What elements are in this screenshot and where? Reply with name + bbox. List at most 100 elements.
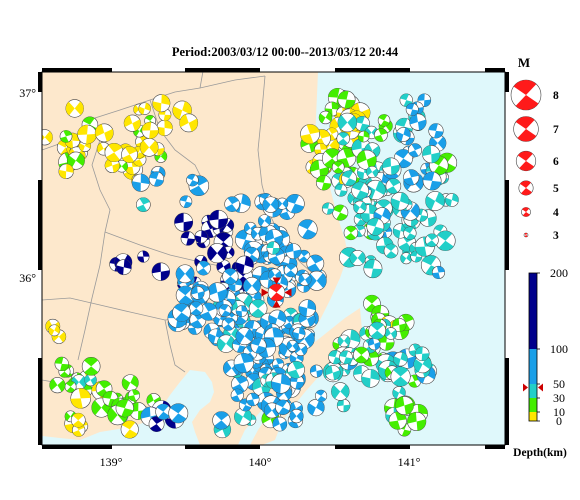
focal-mechanism-172 bbox=[343, 225, 359, 241]
focal-mechanism-173 bbox=[353, 200, 367, 214]
lon-label-141: 141° bbox=[398, 455, 421, 469]
focal-mechanism-326 bbox=[306, 254, 325, 273]
focal-mechanism-180 bbox=[400, 252, 413, 265]
focal-mechanism-125 bbox=[366, 165, 379, 179]
focal-mechanism-439 bbox=[287, 360, 305, 379]
focal-mechanism-47 bbox=[121, 146, 138, 163]
focal-mechanism-429 bbox=[309, 364, 323, 378]
magnitude-legend-ball-6 bbox=[515, 150, 537, 172]
focal-mechanism-190 bbox=[383, 243, 399, 259]
depth-marker-left bbox=[523, 383, 528, 392]
focal-mechanism-310 bbox=[248, 299, 268, 318]
focal-mechanism-389 bbox=[233, 352, 254, 374]
depth-band-2 bbox=[529, 384, 537, 398]
focal-mechanism-378 bbox=[286, 339, 299, 352]
focal-mechanism-20 bbox=[123, 114, 141, 132]
map-area bbox=[42, 72, 505, 445]
focal-mechanism-198 bbox=[444, 193, 459, 207]
focal-mechanism-201 bbox=[422, 171, 442, 191]
prefecture-border-2 bbox=[149, 99, 206, 186]
focal-mechanism-447 bbox=[212, 411, 231, 430]
magnitude-legend-label-3: 3 bbox=[553, 230, 559, 242]
focal-mechanism-192 bbox=[390, 191, 410, 211]
focal-mechanism-561 bbox=[168, 403, 189, 424]
focal-mechanism-layer bbox=[42, 87, 459, 439]
focal-mechanism-398 bbox=[207, 282, 228, 303]
depth-tick-200: 200 bbox=[550, 266, 568, 280]
focal-mechanism-35 bbox=[179, 113, 199, 133]
magnitude-legend-label-6: 6 bbox=[553, 156, 559, 168]
focal-mechanism-94 bbox=[334, 183, 348, 197]
focal-mechanism-139 bbox=[396, 127, 411, 142]
depth-tick-50: 50 bbox=[553, 377, 565, 391]
depth-band-1 bbox=[529, 398, 537, 412]
focal-mechanism-100 bbox=[337, 112, 358, 133]
focal-mechanism-494 bbox=[392, 386, 406, 400]
focal-mechanism-501 bbox=[353, 346, 370, 364]
focal-mechanism-413 bbox=[189, 301, 204, 316]
depth-band-3 bbox=[529, 349, 537, 384]
focal-mechanism-362 bbox=[285, 243, 302, 260]
focal-mechanism-178 bbox=[366, 217, 385, 236]
focal-mechanism-558 bbox=[148, 416, 165, 432]
focal-mechanism-11 bbox=[59, 130, 73, 143]
focal-mechanism-533 bbox=[81, 357, 101, 376]
focal-mechanism-41 bbox=[186, 173, 199, 187]
lon-label-140: 140° bbox=[249, 455, 272, 469]
prefecture-border-7 bbox=[164, 319, 186, 373]
focal-mechanism-260 bbox=[209, 209, 229, 229]
magnitude-legend-ball-8 bbox=[510, 79, 542, 111]
focal-mechanism-553 bbox=[70, 388, 91, 409]
focal-mechanism-564 bbox=[48, 324, 61, 337]
focal-mechanism-169 bbox=[385, 178, 402, 194]
depth-band-4 bbox=[529, 273, 537, 349]
focal-mechanism-505 bbox=[393, 351, 408, 367]
focal-mechanism-363 bbox=[266, 241, 280, 255]
lon-label-139: 139° bbox=[100, 455, 123, 469]
focal-mechanism-400 bbox=[218, 304, 232, 317]
magnitude-legend-label-5: 5 bbox=[553, 183, 559, 195]
map-frame-ticks bbox=[38, 68, 509, 449]
focal-mechanism-232 bbox=[224, 196, 240, 212]
focal-mechanism-136 bbox=[408, 143, 422, 158]
focal-mechanism-267 bbox=[151, 262, 170, 281]
prefecture-border-6 bbox=[77, 231, 106, 361]
focal-mechanism-448 bbox=[275, 399, 291, 415]
focal-mechanism-31 bbox=[156, 119, 173, 137]
focal-mechanism-316 bbox=[221, 317, 236, 331]
focal-mechanism-360 bbox=[292, 327, 306, 341]
depth-tick-30: 30 bbox=[553, 391, 565, 405]
magnitude-legend-ball-4 bbox=[521, 207, 531, 217]
focal-mechanism-124 bbox=[356, 149, 377, 170]
focal-mechanism-257 bbox=[194, 230, 208, 244]
depth-band-0 bbox=[529, 412, 537, 421]
focal-mechanism-414 bbox=[172, 303, 191, 322]
focal-mechanism-42 bbox=[179, 195, 193, 209]
focal-mechanism-353 bbox=[298, 273, 312, 286]
focal-mechanism-548 bbox=[127, 389, 141, 402]
focal-mechanism-225 bbox=[297, 219, 318, 240]
focal-mechanism-496 bbox=[361, 369, 380, 388]
focal-mechanism-174 bbox=[341, 170, 357, 187]
focal-mechanism-249 bbox=[174, 212, 194, 232]
focal-mechanism-81 bbox=[300, 124, 320, 144]
focal-mechanism-478 bbox=[325, 365, 341, 381]
focal-mechanism-546 bbox=[121, 374, 139, 392]
focal-mechanism-71 bbox=[337, 90, 356, 109]
focal-mechanism-256 bbox=[219, 217, 235, 233]
focal-mechanism-440 bbox=[272, 416, 288, 432]
depth-marker-right bbox=[538, 383, 543, 392]
focal-mechanism-203 bbox=[431, 265, 446, 279]
focal-mechanism-145 bbox=[405, 103, 419, 116]
depth-tick-0: 0 bbox=[556, 414, 562, 428]
magnitude-legend-ball-5 bbox=[518, 180, 534, 196]
prefecture-border-10 bbox=[199, 72, 204, 89]
focal-mechanism-9 bbox=[58, 163, 74, 179]
focal-mechanism-5 bbox=[65, 99, 84, 118]
focal-mechanism-27 bbox=[139, 138, 159, 157]
focal-mechanism-162 bbox=[332, 204, 349, 221]
focal-mechanism-411 bbox=[191, 286, 205, 300]
focal-mechanism-441 bbox=[264, 402, 280, 419]
focal-mechanism-517 bbox=[388, 411, 407, 430]
